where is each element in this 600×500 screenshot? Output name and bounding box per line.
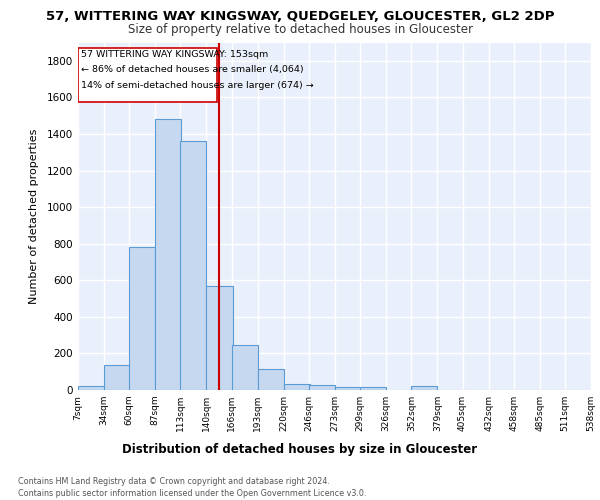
- Bar: [155, 120, 181, 390]
- Text: 14% of semi-detached houses are larger (674) →: 14% of semi-detached houses are larger (…: [81, 80, 314, 90]
- Bar: [284, 384, 310, 390]
- Bar: [232, 344, 257, 390]
- Y-axis label: Number of detached properties: Number of detached properties: [29, 128, 38, 304]
- Text: ← 86% of detached houses are smaller (4,064): ← 86% of detached houses are smaller (4,…: [81, 65, 304, 74]
- Text: Distribution of detached houses by size in Gloucester: Distribution of detached houses by size …: [122, 442, 478, 456]
- Bar: [206, 286, 233, 390]
- Text: Contains public sector information licensed under the Open Government Licence v3: Contains public sector information licen…: [18, 489, 367, 498]
- Bar: [104, 366, 130, 390]
- Bar: [412, 386, 437, 390]
- Text: Size of property relative to detached houses in Gloucester: Size of property relative to detached ho…: [128, 22, 473, 36]
- FancyBboxPatch shape: [78, 48, 217, 102]
- Bar: [129, 248, 155, 390]
- Text: 57 WITTERING WAY KINGSWAY: 153sqm: 57 WITTERING WAY KINGSWAY: 153sqm: [81, 50, 268, 59]
- Text: 57, WITTERING WAY KINGSWAY, QUEDGELEY, GLOUCESTER, GL2 2DP: 57, WITTERING WAY KINGSWAY, QUEDGELEY, G…: [46, 10, 554, 23]
- Bar: [360, 386, 386, 390]
- Text: Contains HM Land Registry data © Crown copyright and database right 2024.: Contains HM Land Registry data © Crown c…: [18, 478, 330, 486]
- Bar: [181, 142, 206, 390]
- Bar: [335, 388, 361, 390]
- Bar: [78, 386, 104, 390]
- Bar: [309, 385, 335, 390]
- Bar: [257, 370, 284, 390]
